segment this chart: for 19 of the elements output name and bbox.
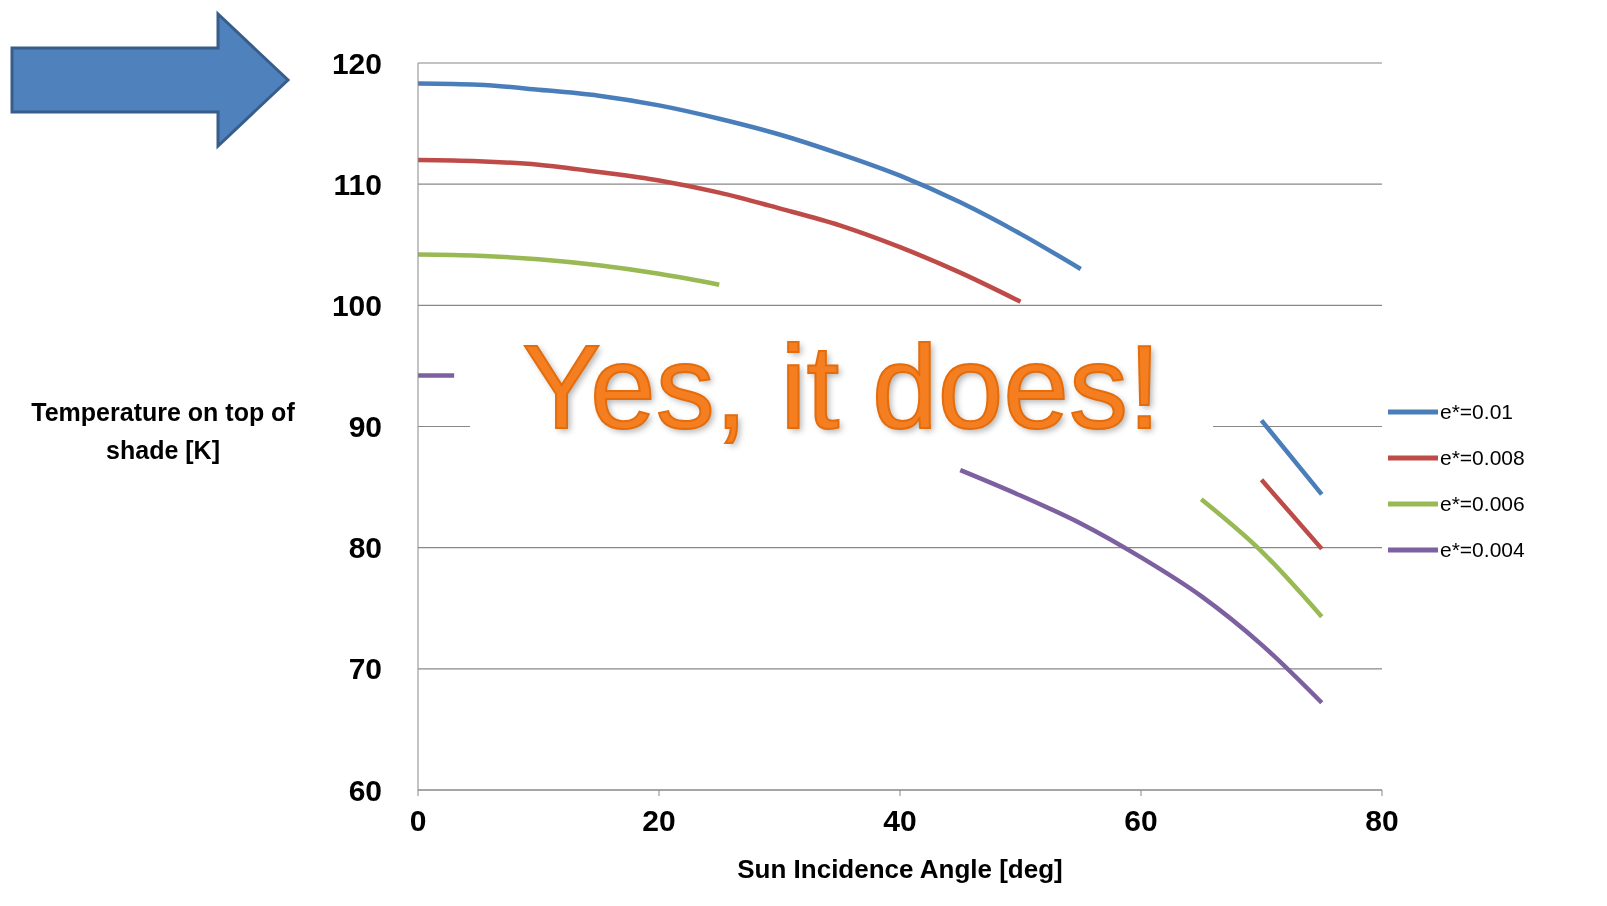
annotation: Yes, it does! bbox=[470, 308, 1213, 466]
x-tick-label: 20 bbox=[642, 804, 676, 838]
y-tick-label: 80 bbox=[348, 531, 382, 565]
x-tick-label: 60 bbox=[1124, 804, 1158, 838]
legend-label: e*=0.01 bbox=[1440, 399, 1513, 425]
x-tick-label: 40 bbox=[883, 804, 917, 838]
y-tick-label: 70 bbox=[348, 652, 382, 686]
x-tick-label: 80 bbox=[1365, 804, 1399, 838]
legend-label: e*=0.006 bbox=[1440, 491, 1525, 517]
y-tick-label: 100 bbox=[331, 288, 382, 322]
y-tick-label: 60 bbox=[348, 773, 382, 807]
y-tick-label: 120 bbox=[331, 46, 382, 80]
legend-label: e*=0.004 bbox=[1440, 537, 1525, 563]
y-axis-title: Temperature on top of shade [K] bbox=[30, 397, 296, 466]
x-axis-title: Sun Incidence Angle [deg] bbox=[737, 854, 1063, 884]
legend-label: e*=0.008 bbox=[1440, 445, 1525, 471]
x-tick-label: 0 bbox=[409, 804, 427, 838]
y-tick-label: 110 bbox=[333, 167, 382, 201]
y-tick-label: 90 bbox=[348, 410, 382, 444]
